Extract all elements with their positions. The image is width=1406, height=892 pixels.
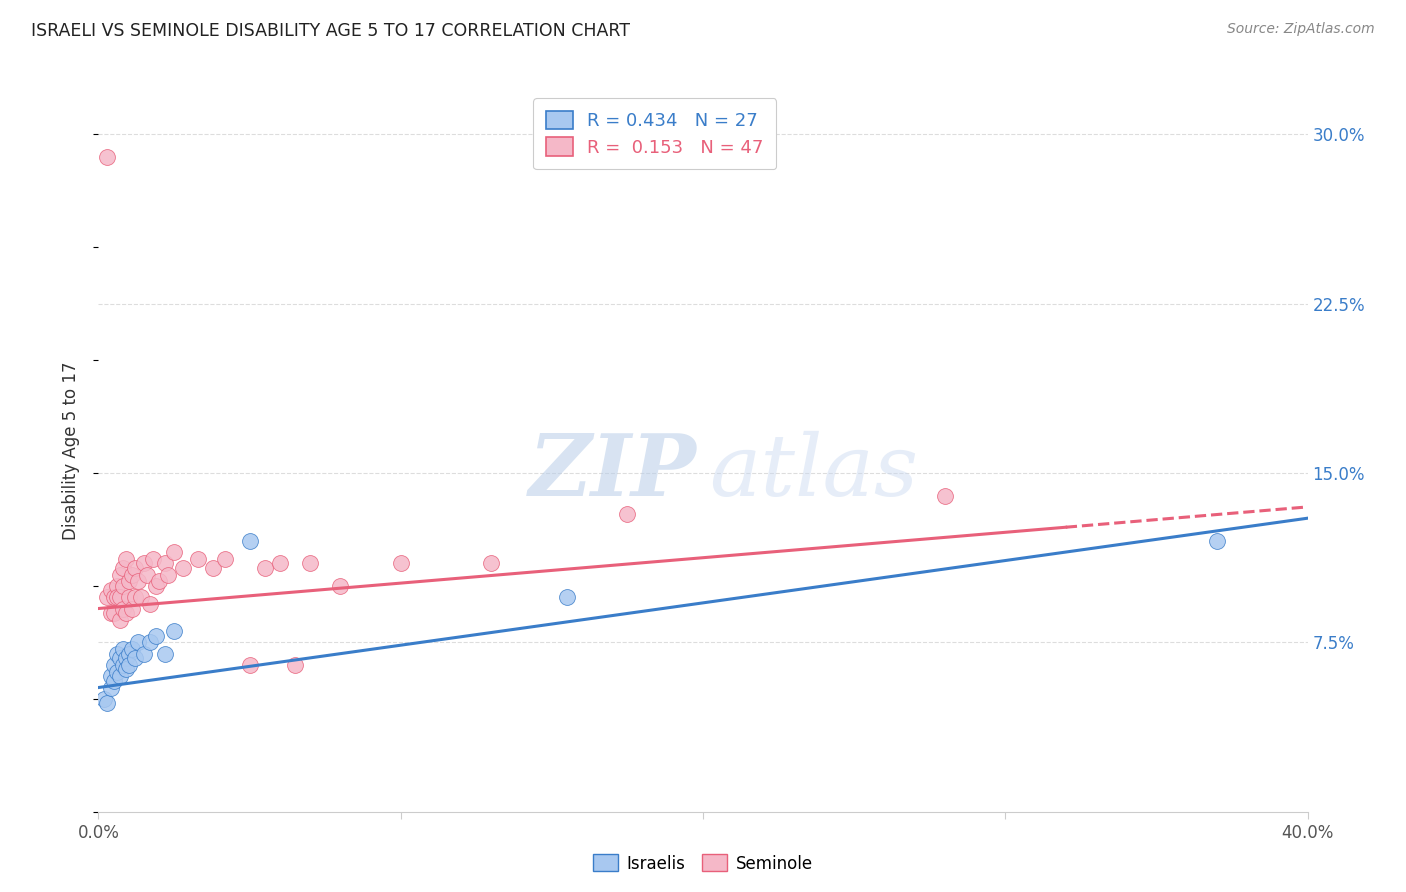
- Point: [142, 551, 165, 566]
- Point: [108, 669, 131, 683]
- Point: [111, 657, 134, 672]
- Point: [284, 657, 307, 672]
- Point: [202, 561, 225, 575]
- Point: [127, 635, 149, 649]
- Point: [114, 551, 136, 566]
- Point: [114, 663, 136, 677]
- Point: [121, 642, 143, 657]
- Y-axis label: Disability Age 5 to 17: Disability Age 5 to 17: [62, 361, 80, 540]
- Point: [1206, 533, 1229, 548]
- Point: [132, 647, 155, 661]
- Point: [145, 629, 167, 643]
- Point: [187, 551, 209, 566]
- Point: [269, 557, 291, 571]
- Point: [616, 507, 638, 521]
- Point: [103, 673, 125, 688]
- Point: [108, 613, 131, 627]
- Point: [163, 624, 186, 639]
- Point: [100, 681, 122, 695]
- Point: [114, 651, 136, 665]
- Point: [239, 533, 262, 548]
- Point: [96, 696, 118, 710]
- Point: [111, 579, 134, 593]
- Point: [108, 591, 131, 605]
- Point: [111, 601, 134, 615]
- Legend: Israelis, Seminole: Israelis, Seminole: [586, 847, 820, 880]
- Point: [135, 567, 157, 582]
- Text: Source: ZipAtlas.com: Source: ZipAtlas.com: [1227, 22, 1375, 37]
- Point: [934, 489, 956, 503]
- Point: [555, 591, 578, 605]
- Point: [103, 591, 125, 605]
- Point: [108, 567, 131, 582]
- Point: [239, 657, 262, 672]
- Point: [105, 591, 128, 605]
- Legend: R = 0.434   N = 27, R =  0.153   N = 47: R = 0.434 N = 27, R = 0.153 N = 47: [533, 98, 776, 169]
- Point: [108, 651, 131, 665]
- Point: [389, 557, 412, 571]
- Point: [100, 606, 122, 620]
- Point: [124, 561, 146, 575]
- Point: [329, 579, 352, 593]
- Point: [124, 651, 146, 665]
- Point: [299, 557, 322, 571]
- Point: [163, 545, 186, 559]
- Point: [118, 574, 141, 589]
- Point: [127, 574, 149, 589]
- Point: [118, 647, 141, 661]
- Point: [105, 647, 128, 661]
- Point: [105, 579, 128, 593]
- Text: ZIP: ZIP: [529, 430, 697, 514]
- Point: [172, 561, 194, 575]
- Point: [124, 591, 146, 605]
- Point: [253, 561, 276, 575]
- Point: [114, 606, 136, 620]
- Point: [139, 597, 162, 611]
- Point: [129, 591, 152, 605]
- Point: [156, 567, 179, 582]
- Point: [148, 574, 170, 589]
- Point: [100, 669, 122, 683]
- Text: atlas: atlas: [709, 431, 918, 514]
- Point: [118, 591, 141, 605]
- Point: [96, 150, 118, 164]
- Point: [103, 657, 125, 672]
- Point: [214, 551, 236, 566]
- Point: [96, 591, 118, 605]
- Point: [111, 642, 134, 657]
- Point: [103, 606, 125, 620]
- Point: [139, 635, 162, 649]
- Point: [105, 665, 128, 679]
- Point: [121, 567, 143, 582]
- Point: [132, 557, 155, 571]
- Point: [145, 579, 167, 593]
- Point: [153, 557, 176, 571]
- Text: ISRAELI VS SEMINOLE DISABILITY AGE 5 TO 17 CORRELATION CHART: ISRAELI VS SEMINOLE DISABILITY AGE 5 TO …: [31, 22, 630, 40]
- Point: [100, 583, 122, 598]
- Point: [153, 647, 176, 661]
- Point: [93, 691, 115, 706]
- Point: [111, 561, 134, 575]
- Point: [121, 601, 143, 615]
- Point: [118, 657, 141, 672]
- Point: [481, 557, 503, 571]
